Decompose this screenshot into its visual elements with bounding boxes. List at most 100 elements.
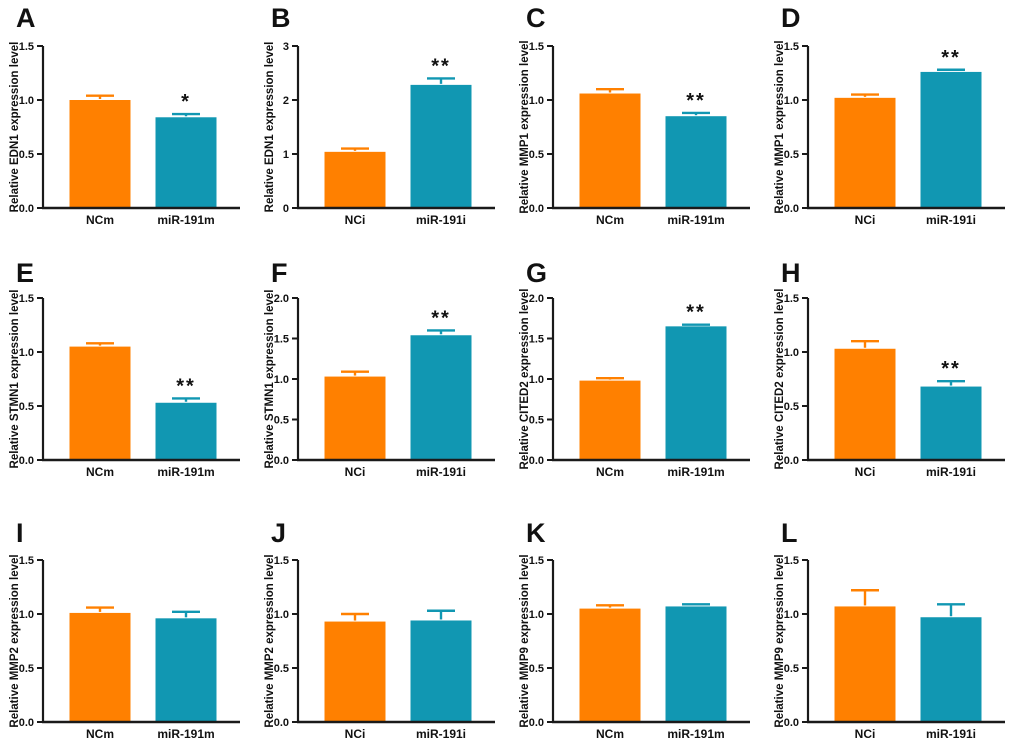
y-axis-title: Relative CITED2 expression level bbox=[519, 289, 531, 470]
y-tick-label: 1.0 bbox=[274, 609, 289, 621]
significance-marker: ** bbox=[686, 302, 706, 324]
x-tick-label: NCm bbox=[596, 213, 624, 227]
y-tick-label: 0.0 bbox=[529, 717, 544, 729]
bar-ncm bbox=[69, 346, 131, 460]
x-tick-label: miR-191m bbox=[157, 727, 214, 741]
y-tick-label: 0.0 bbox=[274, 717, 289, 729]
bar-chart: Relative EDN1 expression level 0 1 2 3 NCi miR… bbox=[264, 41, 495, 227]
panel-g: G Relative CITED2 expression level 0.0 0.5 1… bbox=[510, 250, 765, 500]
y-tick-label: 0.0 bbox=[529, 455, 544, 467]
bar-mir-191i bbox=[920, 617, 982, 722]
y-tick-label: 1.5 bbox=[529, 555, 544, 567]
bar-mir-191i bbox=[410, 84, 472, 208]
y-tick-label: 0.0 bbox=[19, 717, 34, 729]
y-tick-label: 1.5 bbox=[19, 293, 34, 305]
bar-ncm bbox=[69, 100, 131, 208]
panel-k: K Relative MMP9 expression level 0.0 0.5 1.0… bbox=[510, 500, 765, 749]
bar-nci bbox=[324, 151, 386, 208]
y-tick-label: 0 bbox=[283, 203, 289, 215]
bar-mir-191i bbox=[410, 335, 472, 460]
y-axis-title: Relative MMP2 expression level bbox=[9, 554, 21, 727]
panel-letter: F bbox=[271, 258, 288, 288]
x-tick-label: miR-191m bbox=[667, 727, 724, 741]
significance-marker: ** bbox=[431, 55, 451, 77]
y-tick-label: 0.0 bbox=[19, 455, 34, 467]
x-tick-label: miR-191m bbox=[667, 465, 724, 479]
y-tick-label: 0.5 bbox=[19, 401, 34, 413]
panel-letter: B bbox=[271, 3, 291, 33]
x-tick-label: NCi bbox=[855, 213, 876, 227]
x-tick-label: miR-191m bbox=[157, 213, 214, 227]
panel-letter: H bbox=[781, 258, 801, 288]
x-tick-label: NCm bbox=[596, 465, 624, 479]
y-tick-label: 0.0 bbox=[784, 455, 799, 467]
bar-nci bbox=[834, 97, 896, 208]
panel-letter: K bbox=[526, 518, 546, 548]
y-tick-label: 0.0 bbox=[784, 717, 799, 729]
y-axis-title: Relative MMP9 expression level bbox=[519, 554, 531, 727]
panel-letter: A bbox=[16, 3, 36, 33]
y-tick-label: 1.5 bbox=[274, 555, 289, 567]
panel-letter: E bbox=[16, 258, 35, 288]
bar-mir-191m bbox=[155, 117, 217, 208]
panel-letter: L bbox=[781, 518, 798, 548]
y-tick-label: 0.5 bbox=[529, 663, 544, 675]
panel-letter: G bbox=[526, 258, 548, 288]
bar-nci bbox=[324, 621, 386, 722]
y-tick-label: 1.5 bbox=[784, 41, 799, 53]
panel-letter: C bbox=[526, 3, 546, 33]
x-tick-label: NCi bbox=[855, 727, 876, 741]
y-tick-label: 1.0 bbox=[19, 347, 34, 359]
bar-mir-191m bbox=[155, 402, 217, 460]
y-axis-title: Relative MMP1 expression level bbox=[774, 40, 786, 213]
x-tick-label: miR-191i bbox=[926, 213, 976, 227]
y-tick-label: 0.5 bbox=[784, 401, 799, 413]
y-tick-label: 2.0 bbox=[274, 293, 289, 305]
y-tick-label: 1.0 bbox=[784, 347, 799, 359]
y-tick-label: 0.0 bbox=[19, 203, 34, 215]
y-tick-label: 0.5 bbox=[274, 663, 289, 675]
y-tick-label: 1.0 bbox=[784, 95, 799, 107]
y-tick-label: 0.5 bbox=[529, 149, 544, 161]
y-tick-label: 1.0 bbox=[529, 374, 544, 386]
panel-d: D Relative MMP1 expression level 0.0 0.5 1.0… bbox=[765, 0, 1020, 250]
bar-mir-191i bbox=[920, 71, 982, 208]
y-tick-label: 1.5 bbox=[784, 293, 799, 305]
y-axis-title: Relative MMP9 expression level bbox=[774, 554, 786, 727]
x-tick-label: miR-191i bbox=[416, 213, 466, 227]
y-tick-label: 0.5 bbox=[19, 149, 34, 161]
y-tick-label: 1.0 bbox=[529, 609, 544, 621]
panel-e: E Relative STMN1 expression level 0.0 0.5 1.… bbox=[0, 250, 255, 500]
bar-mir-191m bbox=[665, 116, 727, 208]
y-tick-label: 1.5 bbox=[19, 555, 34, 567]
y-axis-title: Relative CITED2 expression level bbox=[774, 289, 786, 470]
y-tick-label: 2.0 bbox=[529, 293, 544, 305]
x-tick-label: miR-191m bbox=[667, 213, 724, 227]
significance-marker: ** bbox=[176, 375, 196, 397]
bar-mir-191i bbox=[410, 620, 472, 722]
bar-ncm bbox=[69, 612, 131, 722]
y-tick-label: 1.5 bbox=[19, 41, 34, 53]
bar-nci bbox=[834, 606, 896, 722]
panel-letter: I bbox=[16, 518, 24, 548]
x-tick-label: miR-191i bbox=[416, 465, 466, 479]
y-tick-label: 0.5 bbox=[784, 149, 799, 161]
bar-ncm bbox=[579, 380, 641, 460]
bar-ncm bbox=[579, 608, 641, 722]
panel-i: I Relative MMP2 expression level 0.0 0.5 1.0… bbox=[0, 500, 255, 749]
significance-marker: * bbox=[181, 91, 191, 113]
x-tick-label: NCm bbox=[86, 465, 114, 479]
x-tick-label: NCi bbox=[345, 465, 366, 479]
y-tick-label: 3 bbox=[283, 41, 289, 53]
y-tick-label: 0.5 bbox=[274, 415, 289, 427]
panel-j: J Relative MMP2 expression level 0.0 0.5 1.0… bbox=[255, 500, 510, 749]
